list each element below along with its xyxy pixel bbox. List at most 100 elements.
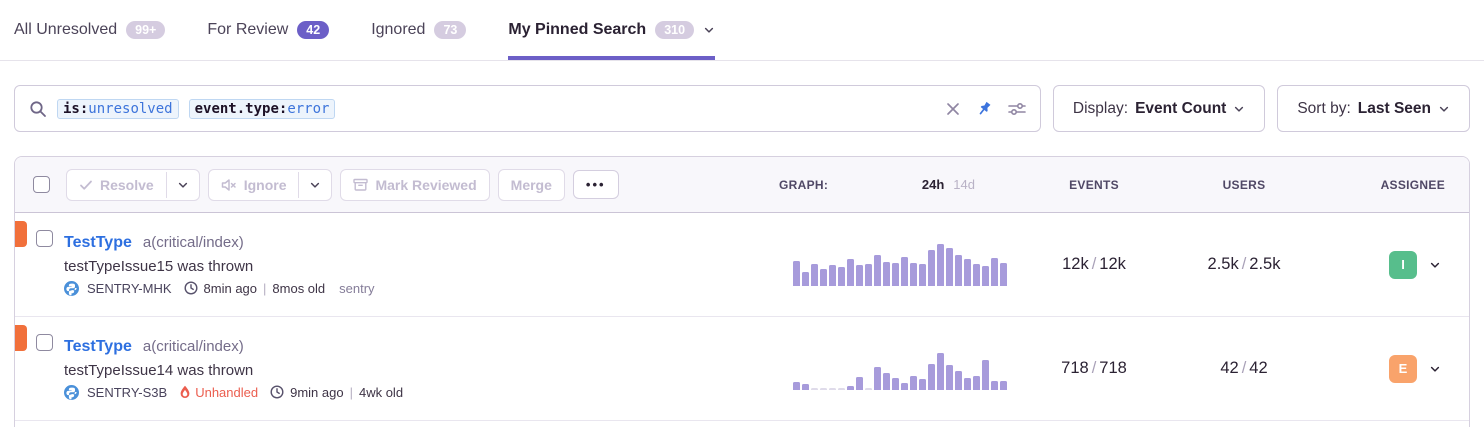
events-count: 718/718 (1061, 359, 1127, 377)
assignee-column-header: ASSIGNEE (1380, 177, 1445, 192)
tab-label: For Review (207, 21, 289, 38)
chevron-down-icon[interactable] (1429, 363, 1441, 375)
more-actions-button[interactable]: ••• (572, 170, 619, 199)
issue-summary: TestType a(critical/index) testTypeIssue… (64, 338, 779, 400)
clock-icon (270, 385, 284, 399)
first-seen: 4wk old (358, 384, 404, 400)
chevron-down-icon (1235, 106, 1244, 112)
tab-count-badge: 73 (434, 20, 467, 40)
resolve-button[interactable]: Resolve (67, 170, 166, 200)
pin-search-icon[interactable] (976, 100, 993, 117)
display-dropdown-value: Event Count (1135, 99, 1227, 117)
events-sparkline-chart (779, 242, 1019, 288)
ignore-dropdown-button[interactable] (298, 171, 331, 198)
ellipsis-icon: ••• (585, 177, 606, 192)
search-bar[interactable]: is:unresolved event.type:error (14, 85, 1041, 132)
display-dropdown-label: Display: (1072, 99, 1129, 117)
tab-count-badge: 99+ (126, 20, 166, 40)
tab-ignored[interactable]: Ignored 73 (371, 0, 467, 60)
issue-summary: TestType a(critical/index) testTypeIssue… (64, 234, 779, 296)
last-seen: 9min ago (290, 384, 344, 400)
ignore-split-button: Ignore (207, 168, 333, 201)
error-level-indicator (15, 325, 27, 351)
resolve-split-button: Resolve (66, 168, 200, 201)
display-dropdown[interactable]: Display: Event Count (1052, 85, 1266, 132)
search-token-is-unresolved[interactable]: is:unresolved (57, 98, 179, 119)
events-count: 12k/12k (1062, 255, 1126, 273)
row-select-checkbox[interactable] (36, 230, 53, 247)
resolve-dropdown-button[interactable] (165, 171, 199, 198)
bulk-actions-toolbar: Resolve Ignore (66, 168, 619, 201)
flame-icon (180, 385, 190, 398)
issue-title-link[interactable]: TestType (64, 337, 132, 355)
graph-range-toggle: 24h 14d (922, 177, 975, 192)
sort-dropdown[interactable]: Sort by: Last Seen (1277, 85, 1470, 132)
tab-label: My Pinned Search (508, 21, 647, 38)
search-token-event-type-error[interactable]: event.type:error (188, 98, 336, 119)
error-level-indicator (15, 221, 27, 247)
ignore-button[interactable]: Ignore (209, 170, 299, 200)
issue-tag: sentry (339, 280, 375, 296)
issues-table-header: Resolve Ignore (15, 157, 1469, 213)
users-count: 42/42 (1220, 359, 1268, 377)
sort-dropdown-value: Last Seen (1357, 99, 1431, 117)
events-column-header: EVENTS (1069, 177, 1119, 192)
issue-short-id: SENTRY-S3B (87, 384, 168, 400)
issue-row[interactable]: TestType a(critical/index) testTypeIssue… (15, 213, 1469, 317)
chevron-down-icon[interactable] (1429, 259, 1441, 271)
tab-count-badge: 42 (297, 20, 330, 40)
search-settings-sliders-icon[interactable] (1008, 101, 1026, 117)
users-column-header: USERS (1222, 177, 1266, 192)
issue-title-link[interactable]: TestType (64, 233, 132, 251)
range-24h[interactable]: 24h (921, 177, 945, 192)
row-select-checkbox[interactable] (36, 334, 53, 351)
issue-message: testTypeIssue15 was thrown (64, 257, 254, 275)
assignee-cell: I (1319, 250, 1449, 279)
issue-times: 8min ago | 8mos old (184, 280, 326, 296)
search-icon (30, 100, 46, 117)
tab-all-unresolved[interactable]: All Unresolved 99+ (14, 0, 166, 60)
search-actions (945, 100, 1026, 117)
assignee-cell: E (1319, 354, 1449, 383)
graph-column-header: GRAPH: 24h 14d (779, 177, 1019, 192)
chevron-down-icon (1439, 106, 1449, 112)
tab-for-review[interactable]: For Review 42 (207, 0, 330, 60)
issue-short-id: SENTRY-MHK (87, 280, 172, 296)
issue-times: 9min ago | 4wk old (270, 385, 403, 400)
first-seen: 8mos old (272, 280, 326, 296)
mute-icon (221, 178, 236, 191)
users-count: 2.5k/2.5k (1207, 255, 1281, 273)
mark-reviewed-button[interactable]: Mark Reviewed (340, 168, 490, 201)
assignee-avatar[interactable]: E (1389, 354, 1417, 383)
assignee-avatar[interactable]: I (1389, 250, 1417, 279)
sort-dropdown-label: Sort by: (1297, 99, 1351, 117)
events-sparkline-chart (779, 346, 1019, 392)
check-icon (80, 180, 92, 190)
tab-count-badge: 310 (655, 20, 695, 40)
issue-message: testTypeIssue14 was thrown (64, 361, 254, 379)
archive-icon (353, 178, 369, 191)
python-platform-icon (64, 280, 79, 296)
graph-header-label: GRAPH: (779, 177, 829, 192)
issue-culprit: a(critical/index) (142, 337, 244, 355)
stream-controls: is:unresolved event.type:error (14, 85, 1470, 132)
next-row-partial (15, 421, 1469, 427)
merge-button[interactable]: Merge (497, 168, 565, 201)
unhandled-tag: Unhandled (179, 385, 258, 400)
select-all-checkbox[interactable] (33, 176, 50, 193)
issue-culprit: a(critical/index) (142, 233, 244, 251)
clear-search-icon[interactable] (945, 101, 961, 117)
range-14d[interactable]: 14d (953, 177, 975, 192)
issues-table: Resolve Ignore (14, 156, 1470, 427)
tab-label: All Unresolved (14, 21, 118, 38)
clock-icon (184, 281, 198, 295)
tab-label: Ignored (371, 21, 426, 38)
chevron-down-icon[interactable] (703, 24, 715, 36)
issue-stream-tabs: All Unresolved 99+ For Review 42 Ignored… (0, 0, 1484, 61)
issue-row[interactable]: TestType a(critical/index) testTypeIssue… (15, 317, 1469, 421)
tab-my-pinned-search[interactable]: My Pinned Search 310 (508, 0, 715, 60)
python-platform-icon (64, 384, 79, 400)
chevron-down-icon (311, 182, 320, 188)
chevron-down-icon (178, 182, 187, 188)
last-seen: 8min ago (203, 280, 258, 296)
